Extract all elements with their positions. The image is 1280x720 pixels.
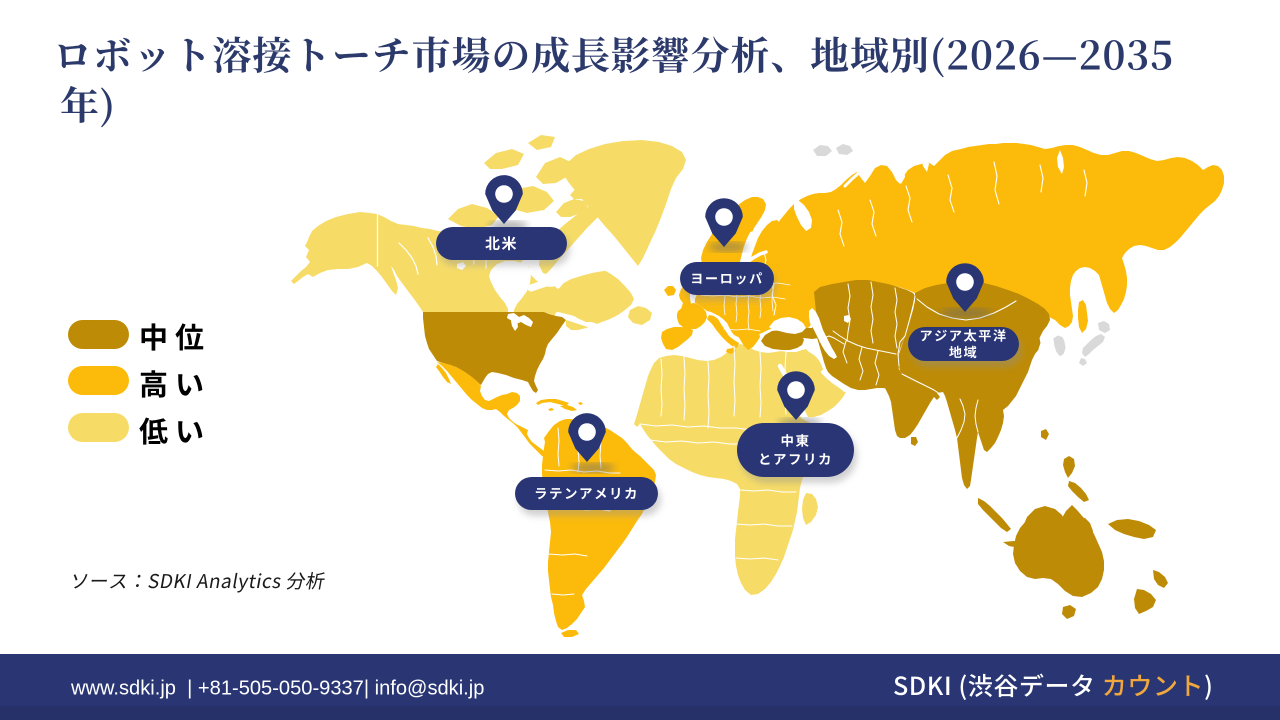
svg-text:www.sdki.jp | +81-505-050-933: www.sdki.jp | +81-505-050-9337| info@sdk… [70, 678, 484, 700]
